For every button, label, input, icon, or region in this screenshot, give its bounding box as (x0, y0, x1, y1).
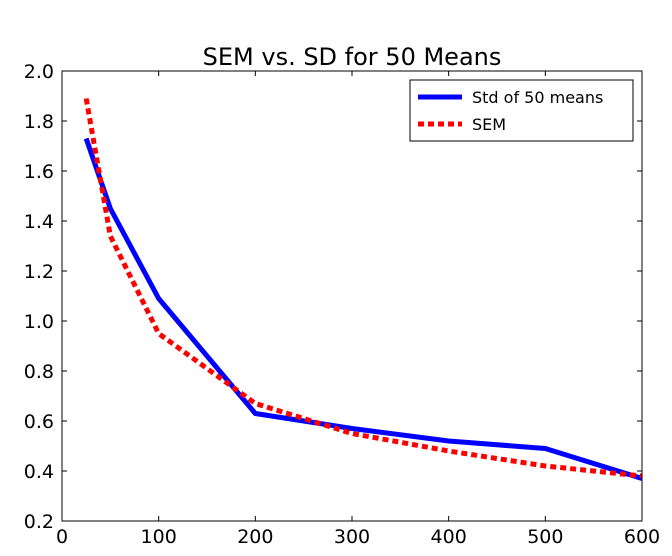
x-tick-label: 100 (141, 526, 177, 548)
y-tick-label: 1.2 (24, 261, 54, 283)
series-line-std (83, 137, 643, 481)
y-tick-label: 0.2 (24, 511, 54, 533)
x-tick-label: 200 (237, 526, 273, 548)
legend: Std of 50 means SEM (409, 79, 634, 142)
y-tick-label: 0.8 (24, 361, 54, 383)
x-tick-label: 0 (56, 526, 68, 548)
series-line-sem (83, 98, 643, 479)
chart-title: SEM vs. SD for 50 Means (203, 43, 502, 71)
legend-box (409, 79, 634, 142)
y-tick-label: 1.4 (24, 211, 54, 233)
legend-label: SEM (472, 115, 506, 134)
plot-frame (61, 70, 643, 522)
y-tick-label: 2.0 (24, 61, 54, 83)
y-tick-label: 1.8 (24, 111, 54, 133)
x-tick-label: 600 (624, 526, 660, 548)
x-tick-label: 300 (334, 526, 370, 548)
y-tick-label: 1.6 (24, 161, 54, 183)
y-tick-label: 0.4 (24, 461, 54, 483)
x-tick-label: 500 (527, 526, 563, 548)
y-tick-label: 0.6 (24, 411, 54, 433)
x-tick-label: 400 (431, 526, 467, 548)
legend-label: Std of 50 means (472, 88, 603, 107)
y-tick-label: 1.0 (24, 311, 54, 333)
